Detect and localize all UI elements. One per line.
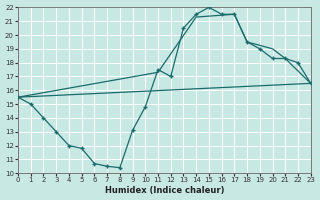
X-axis label: Humidex (Indice chaleur): Humidex (Indice chaleur) — [105, 186, 224, 195]
